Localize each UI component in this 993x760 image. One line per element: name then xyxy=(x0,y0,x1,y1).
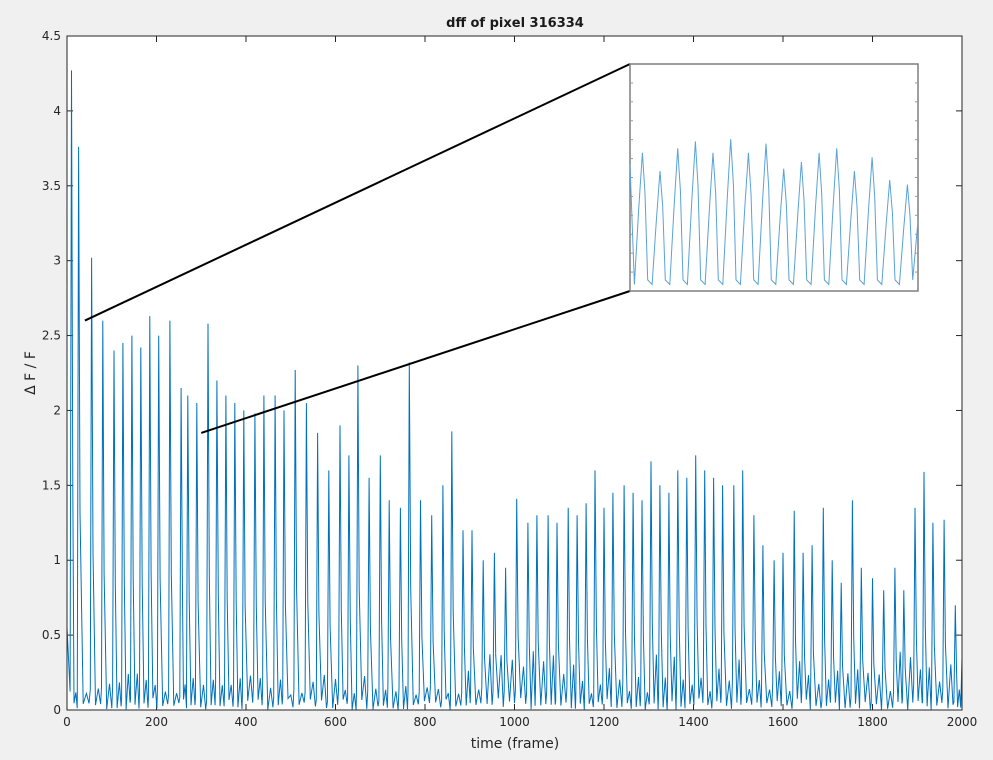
y-tick-label: 2 xyxy=(53,403,61,417)
x-tick-label: 1400 xyxy=(678,715,709,729)
x-axis: 0 200 400 600 800 1000 1200 1400 1600 1800 2000 xyxy=(63,36,977,729)
y-tick-label: 0 xyxy=(53,703,61,717)
x-tick-label: 1000 xyxy=(499,715,530,729)
chart-title: dff of pixel 316334 xyxy=(446,16,584,31)
zoom-connector-line-lower xyxy=(200,290,631,434)
y-axis: 0 0.5 1 1.5 2 2.5 3 3.5 4 4.5 xyxy=(42,29,962,717)
x-tick-label: 200 xyxy=(145,715,168,729)
zoom-annotation xyxy=(84,63,919,434)
x-tick-label: 0 xyxy=(63,715,71,729)
x-tick-label: 800 xyxy=(414,715,437,729)
x-tick-label: 400 xyxy=(235,715,258,729)
y-tick-label: 4.5 xyxy=(42,29,61,43)
x-tick-label: 1800 xyxy=(857,715,888,729)
series-line xyxy=(66,70,963,711)
y-tick-label: 4 xyxy=(53,104,61,118)
zoom-connector-line-upper xyxy=(84,63,631,322)
y-tick-label: 1 xyxy=(53,553,61,567)
x-tick-label: 1600 xyxy=(768,715,799,729)
axes-box xyxy=(66,35,963,711)
y-tick-label: 0.5 xyxy=(42,628,61,642)
inset-series-line xyxy=(629,139,919,286)
x-tick-label: 2000 xyxy=(947,715,978,729)
y-tick-label: 3.5 xyxy=(42,179,61,193)
y-tick-label: 3 xyxy=(53,254,61,268)
y-tick-label: 2.5 xyxy=(42,329,61,343)
x-axis-label: time (frame) xyxy=(471,736,560,752)
y-axis-label: Δ F / F xyxy=(23,351,39,395)
plot-area xyxy=(66,70,963,711)
inset-axes xyxy=(629,63,919,292)
x-tick-label: 600 xyxy=(324,715,347,729)
y-tick-label: 1.5 xyxy=(42,478,61,492)
x-tick-label: 1200 xyxy=(589,715,620,729)
